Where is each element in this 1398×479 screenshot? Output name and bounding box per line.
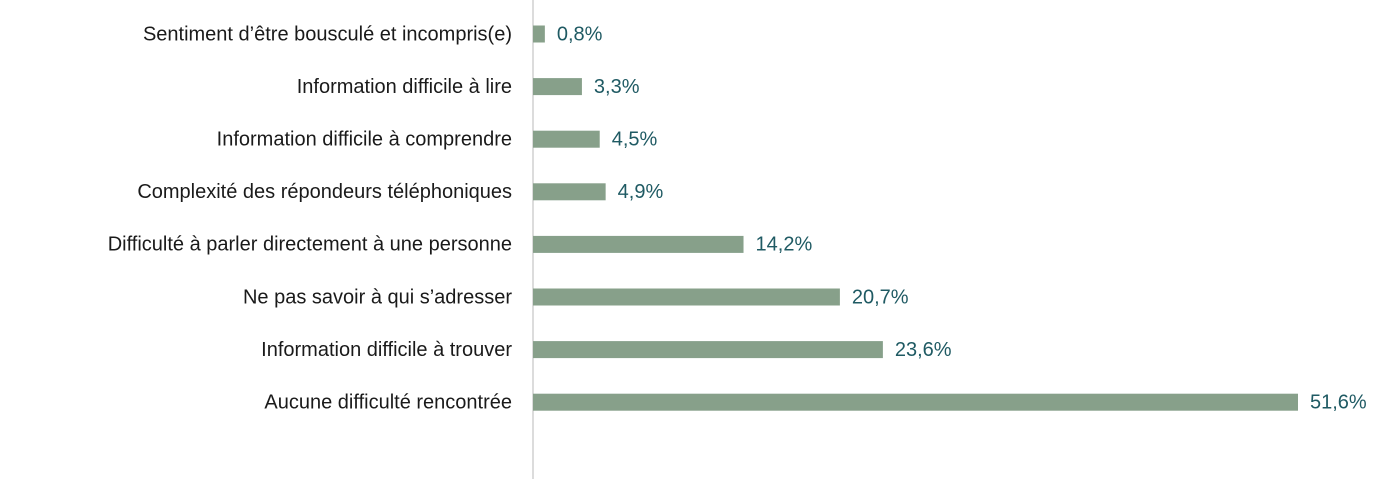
value-label: 14,2% [756,234,813,256]
category-label: Ne pas savoir à qui s’adresser [243,286,512,308]
bar [533,25,545,43]
bar [533,393,1298,411]
bar [533,183,606,201]
bar [533,130,600,148]
value-label: 51,6% [1310,391,1367,413]
value-label: 23,6% [895,339,952,361]
category-label: Information difficile à comprendre [217,128,512,150]
category-label: Complexité des répondeurs téléphoniques [137,181,512,203]
category-label: Sentiment d’être bousculé et incompris(e… [143,23,512,45]
value-label: 20,7% [852,286,909,308]
bar [533,288,840,306]
category-label: Information difficile à lire [297,76,512,98]
category-label: Aucune difficulté rencontrée [264,391,512,413]
value-label: 0,8% [557,23,603,45]
category-label: Difficulté à parler directement à une pe… [108,234,512,256]
value-label: 4,9% [618,181,664,203]
bar [533,235,744,253]
bar [533,78,582,96]
value-label: 4,5% [612,128,658,150]
bar [533,341,883,359]
category-label: Information difficile à trouver [261,339,512,361]
value-label: 3,3% [594,76,640,98]
